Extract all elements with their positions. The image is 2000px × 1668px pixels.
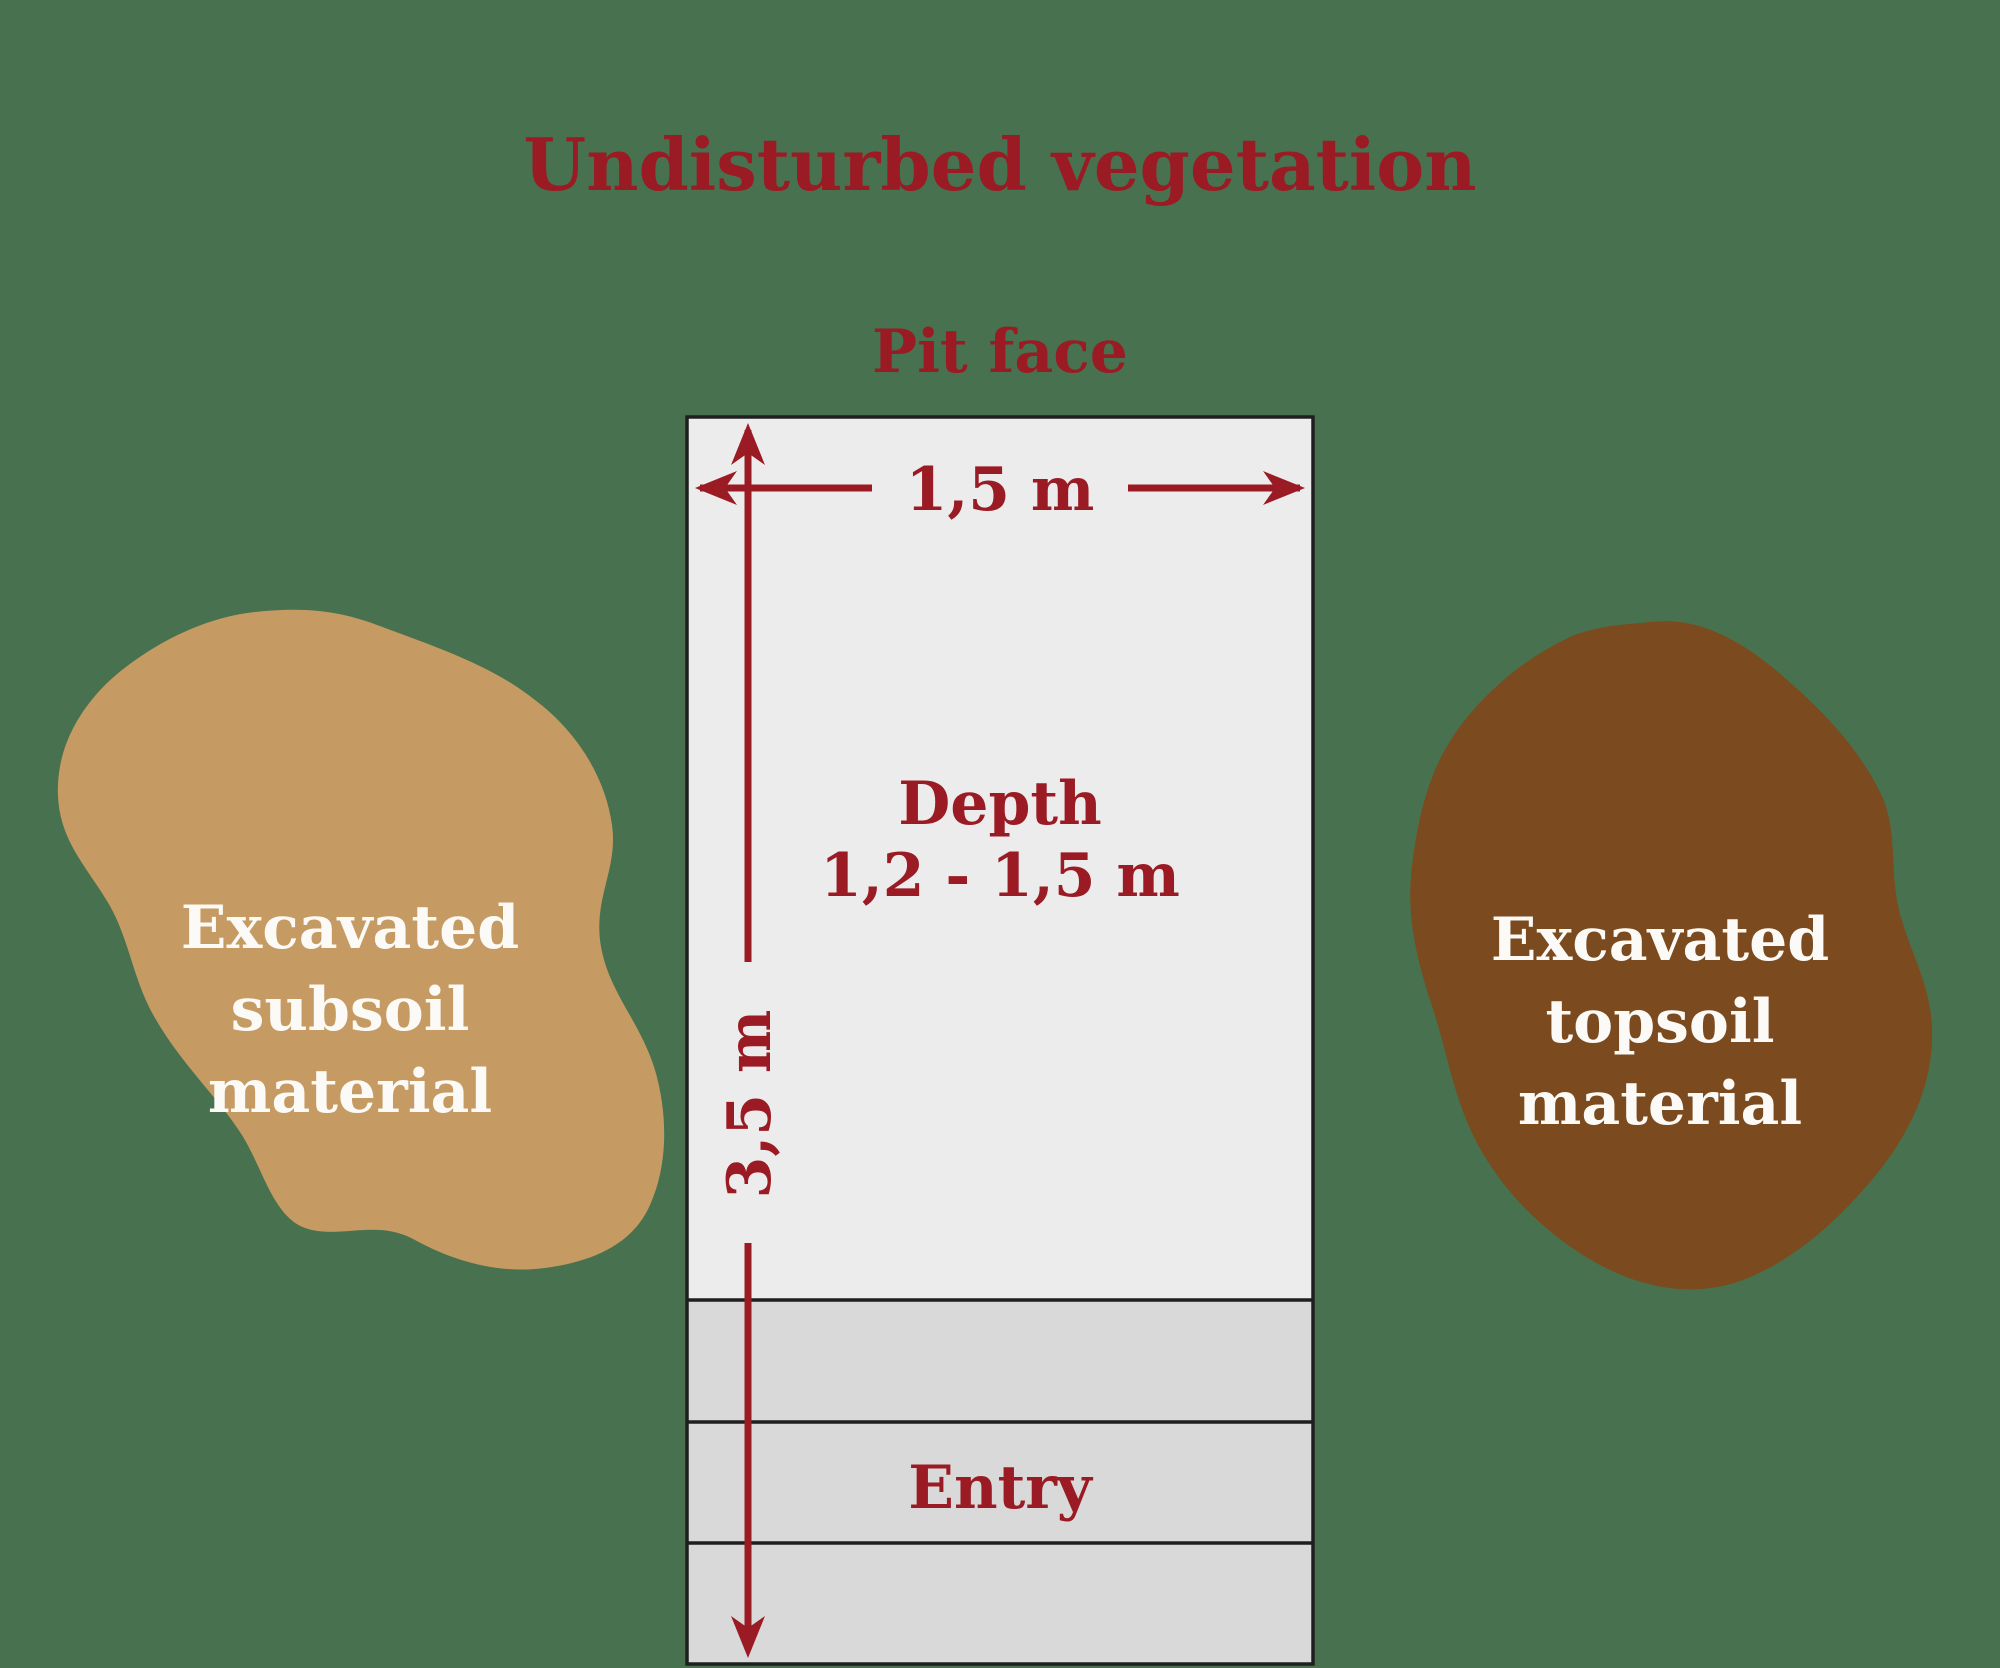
- pit-rectangle: [685, 415, 1315, 1666]
- subsoil-label-line2: subsoil: [231, 975, 470, 1045]
- pit-face-label: Pit face: [872, 317, 1128, 387]
- depth-annotation: Depth 1,2 - 1,5 m: [820, 769, 1180, 911]
- entry-label: Entry: [908, 1453, 1094, 1523]
- pit-border: [685, 415, 1315, 1666]
- depth-label-line1: Depth: [898, 769, 1102, 839]
- subsoil-label-line1: Excavated: [181, 893, 520, 963]
- page-title: Undisturbed vegetation: [523, 122, 1476, 207]
- length-arrowhead-up-icon: [731, 423, 765, 465]
- topsoil-label-line1: Excavated: [1491, 905, 1830, 975]
- pit-steps-area: [687, 1300, 1313, 1664]
- length-arrowhead-down-icon: [731, 1616, 765, 1658]
- width-dimension: 1,5 m: [695, 455, 1305, 525]
- subsoil-label-line3: material: [208, 1057, 492, 1127]
- width-arrowhead-right-icon: [1263, 471, 1305, 505]
- depth-label-line2: 1,2 - 1,5 m: [820, 841, 1180, 911]
- width-dimension-label: 1,5 m: [906, 455, 1095, 525]
- topsoil-label-line3: material: [1518, 1069, 1802, 1139]
- length-dimension-label: 3,5 m: [715, 1010, 785, 1199]
- subsoil-pile-label: Excavated subsoil material: [181, 893, 520, 1127]
- topsoil-pile-label: Excavated topsoil material: [1491, 905, 1830, 1139]
- length-dimension: 3,5 m: [715, 423, 785, 1658]
- topsoil-pile-shape: [1410, 621, 1933, 1290]
- subsoil-pile-shape: [57, 609, 665, 1270]
- topsoil-label-line2: topsoil: [1545, 987, 1774, 1057]
- width-arrowhead-left-icon: [695, 471, 737, 505]
